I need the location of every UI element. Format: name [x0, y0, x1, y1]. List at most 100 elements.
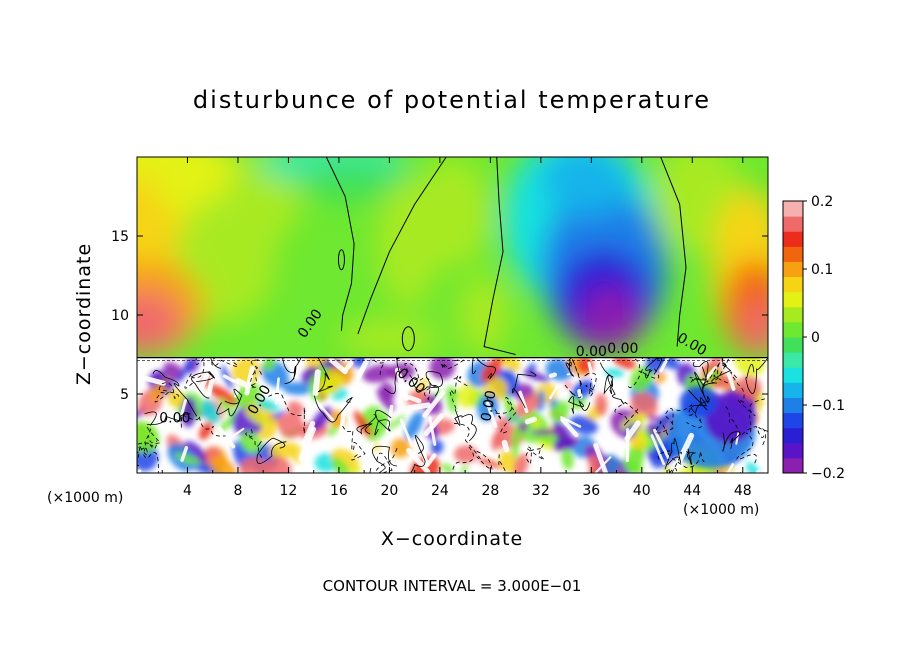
lower-contour-24 — [266, 393, 306, 434]
lower-contour-17 — [668, 451, 682, 473]
lower-contour-16 — [688, 389, 711, 415]
eddy-separator-48 — [501, 439, 510, 453]
x-tick-label-2: 12 — [280, 483, 298, 499]
colorbar-segment-17 — [783, 201, 803, 217]
lower-contour-2 — [216, 388, 243, 417]
lower-contour-9 — [317, 357, 333, 393]
colorbar-segment-14 — [783, 246, 803, 262]
eddy-separator-41 — [328, 357, 348, 375]
closed-contour-0 — [337, 249, 345, 271]
eddy-separator-0 — [417, 437, 429, 467]
lower-contour-61 — [371, 357, 386, 375]
colorbar-segment-15 — [783, 231, 803, 247]
zero-contour-3 — [660, 156, 687, 347]
eddy-separator-20 — [726, 370, 736, 391]
turbulent-patch-43 — [655, 372, 666, 384]
lower-field — [137, 357, 768, 473]
eddy-separator-55 — [312, 369, 321, 397]
field-cell-12 — [338, 319, 440, 358]
lower-contour-31 — [471, 357, 496, 380]
chart-title: disturbunce of potential temperature — [192, 86, 712, 114]
turbulent-patch-187 — [480, 357, 503, 383]
eddy-separator-10 — [593, 443, 609, 473]
lower-contour-53 — [664, 438, 681, 470]
turbulent-patch-138 — [255, 398, 279, 412]
field-cell-11 — [458, 275, 510, 355]
turbulent-patch-199 — [677, 465, 711, 473]
turbulent-patch-209 — [530, 429, 564, 436]
contour-label-5: 0.00 — [159, 410, 190, 426]
turbulent-patch-155 — [376, 387, 395, 412]
lower-contour-69 — [340, 422, 366, 461]
turbulent-patch-141 — [613, 357, 637, 370]
turbulent-patch-97 — [137, 421, 160, 454]
lower-contour-19 — [686, 448, 696, 465]
zero-contour-2 — [483, 156, 516, 355]
lower-contour-10 — [454, 408, 477, 442]
lower-contour-4 — [374, 409, 392, 436]
y-tick-label-2: 15 — [111, 229, 129, 245]
eddy-separator-56 — [524, 416, 538, 425]
turbulent-patch-79 — [511, 427, 520, 460]
eddy-separator-39 — [217, 426, 236, 449]
colorbar-segment-7 — [783, 352, 803, 368]
lower-contour-41 — [689, 362, 728, 384]
colorbar-label-0: 0.2 — [811, 194, 833, 210]
colorbar-segment-16 — [783, 216, 803, 232]
y-axis-label: Z−coordinate — [73, 242, 95, 386]
lower-contour-29 — [657, 450, 705, 468]
lower-contour-8 — [144, 411, 191, 426]
turbulent-patch-114 — [265, 456, 292, 473]
lower-contour-63 — [410, 435, 426, 473]
colorbar-segment-10 — [783, 306, 803, 323]
lower-contour-56 — [453, 423, 493, 470]
turbulent-patch-22 — [561, 446, 574, 470]
turbulent-patch-218 — [734, 375, 762, 401]
turbulent-patch-165 — [503, 394, 517, 424]
x-unit-left: (×1000 m) — [47, 490, 124, 506]
contour-label-6: 0.00 — [576, 344, 607, 360]
lower-contour-1 — [191, 371, 216, 399]
lower-contour-52 — [692, 361, 709, 387]
eddy-separator-51 — [224, 427, 245, 443]
eddy-separator-8 — [406, 448, 431, 473]
eddy-separator-35 — [179, 398, 188, 417]
turbulent-patch-102 — [516, 412, 548, 443]
eddy-separator-27 — [407, 395, 422, 404]
turbulent-patch-210 — [239, 457, 270, 473]
lower-contour-40 — [250, 359, 262, 388]
x-tick-label-1: 8 — [233, 483, 242, 499]
colorbar-segment-2 — [783, 427, 803, 444]
x-tick-label-9: 40 — [633, 483, 651, 499]
turbulent-patch-172 — [568, 415, 598, 435]
x-tick-label-10: 44 — [683, 483, 701, 499]
lower-contour-21 — [184, 357, 205, 389]
lower-contour-57 — [139, 423, 162, 456]
turbulent-patch-137 — [287, 401, 304, 416]
turbulent-patch-47 — [535, 390, 546, 412]
x-tick-label-7: 32 — [532, 483, 550, 499]
lower-contour-49 — [745, 357, 768, 394]
lower-contour-32 — [512, 371, 537, 409]
x-tick-label-6: 28 — [481, 483, 499, 499]
eddy-separator-15 — [423, 413, 445, 436]
turbulent-patch-53 — [630, 392, 658, 419]
colorbar-segment-12 — [783, 276, 803, 293]
lower-contour-62 — [565, 357, 575, 377]
turbulent-patch-1 — [231, 358, 261, 385]
y-tick-label-1: 10 — [111, 308, 129, 324]
eddy-separator-37 — [343, 360, 354, 373]
x-axis-label: X−coordinate — [380, 528, 524, 550]
contour-label-7: 0.00 — [607, 341, 638, 357]
eddy-separator-22 — [301, 420, 316, 447]
eddy-separator-17 — [399, 418, 414, 447]
turbulent-patch-148 — [175, 359, 194, 384]
colorbar-segment-13 — [783, 261, 803, 278]
turbulent-patch-103 — [453, 445, 478, 464]
eddy-separator-58 — [298, 426, 317, 462]
turbulent-patch-39 — [477, 458, 504, 469]
turbulent-patch-194 — [278, 412, 304, 439]
turbulent-patch-200 — [513, 453, 529, 473]
eddy-separator-57 — [549, 386, 559, 400]
vortex-cell-2 — [679, 386, 718, 418]
